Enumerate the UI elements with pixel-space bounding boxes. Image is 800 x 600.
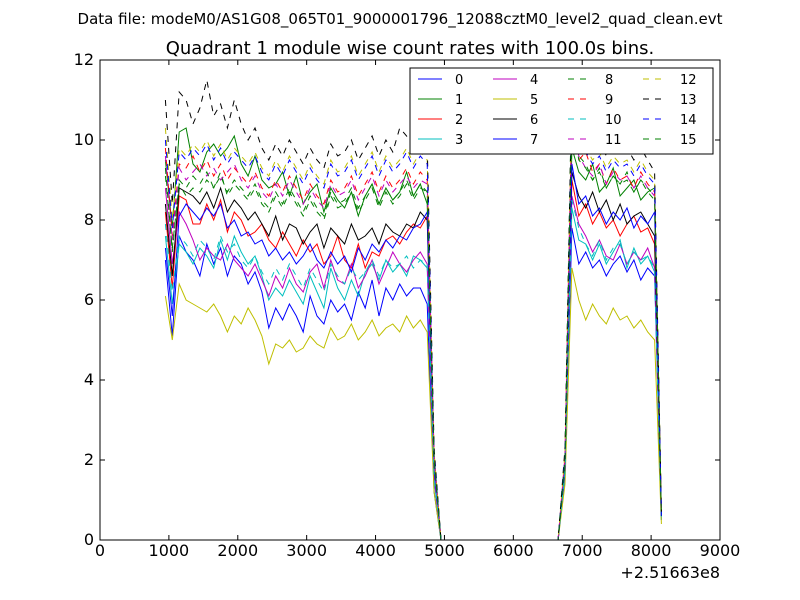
series-line-9 <box>164 103 662 540</box>
x-tick-label: 9000 <box>700 541 741 560</box>
y-tick-label: 10 <box>74 130 94 149</box>
series-line-6 <box>164 171 662 540</box>
legend-label-1: 1 <box>455 93 463 108</box>
chart-title: Quadrant 1 module wise count rates with … <box>166 38 655 59</box>
legend-label-5: 5 <box>530 93 538 108</box>
legend-label-7: 7 <box>530 133 538 148</box>
y-tick-label: 6 <box>84 290 94 309</box>
x-tick-label: 3000 <box>286 541 327 560</box>
legend-label-6: 6 <box>530 113 538 128</box>
figure-suptitle: Data file: modeM0/AS1G08_065T01_90000017… <box>78 10 723 29</box>
legend-label-13: 13 <box>680 93 697 108</box>
x-tick-label: 8000 <box>631 541 672 560</box>
y-tick-label: 8 <box>84 210 94 229</box>
legend-label-14: 14 <box>680 113 697 128</box>
legend-box <box>409 67 714 155</box>
series-layer <box>164 75 662 540</box>
x-tick-label: 6000 <box>493 541 534 560</box>
legend-label-9: 9 <box>605 93 613 108</box>
series-line-11 <box>164 123 662 540</box>
legend-label-2: 2 <box>455 113 463 128</box>
series-line-3 <box>164 207 662 540</box>
legend-label-0: 0 <box>455 73 463 88</box>
series-line-10 <box>164 199 662 540</box>
legend-label-4: 4 <box>530 73 538 88</box>
x-tick-label: 4000 <box>355 541 396 560</box>
series-line-15 <box>164 115 662 540</box>
legend-label-3: 3 <box>455 133 463 148</box>
x-tick-label: 0 <box>95 541 105 560</box>
ticks-layer: 0 1000 2000 3000 4000 5000 6000 7000 8000 9000 0 2 4… <box>74 50 741 560</box>
legend-label-12: 12 <box>680 73 697 88</box>
legend-label-10: 10 <box>605 113 622 128</box>
series-line-8 <box>164 75 662 540</box>
series-line-1 <box>164 127 662 540</box>
legend-label-11: 11 <box>605 133 622 148</box>
x-offset-label: +2.51663e8 <box>620 563 720 582</box>
y-tick-label: 0 <box>84 530 94 549</box>
x-tick-label: 1000 <box>149 541 190 560</box>
x-tick-label: 7000 <box>562 541 603 560</box>
x-tick-label: 2000 <box>217 541 258 560</box>
legend-label-15: 15 <box>680 133 697 148</box>
series-line-14 <box>164 107 662 540</box>
y-tick-label: 2 <box>84 450 94 469</box>
x-tick-label: 5000 <box>424 541 465 560</box>
y-tick-label: 4 <box>84 370 94 389</box>
series-line-0 <box>164 227 662 540</box>
y-tick-label: 12 <box>74 50 94 69</box>
legend-label-8: 8 <box>605 73 613 88</box>
series-line-5 <box>164 267 662 540</box>
series-line-7 <box>164 163 662 540</box>
series-line-4 <box>164 187 662 540</box>
series-line-12 <box>164 95 662 540</box>
